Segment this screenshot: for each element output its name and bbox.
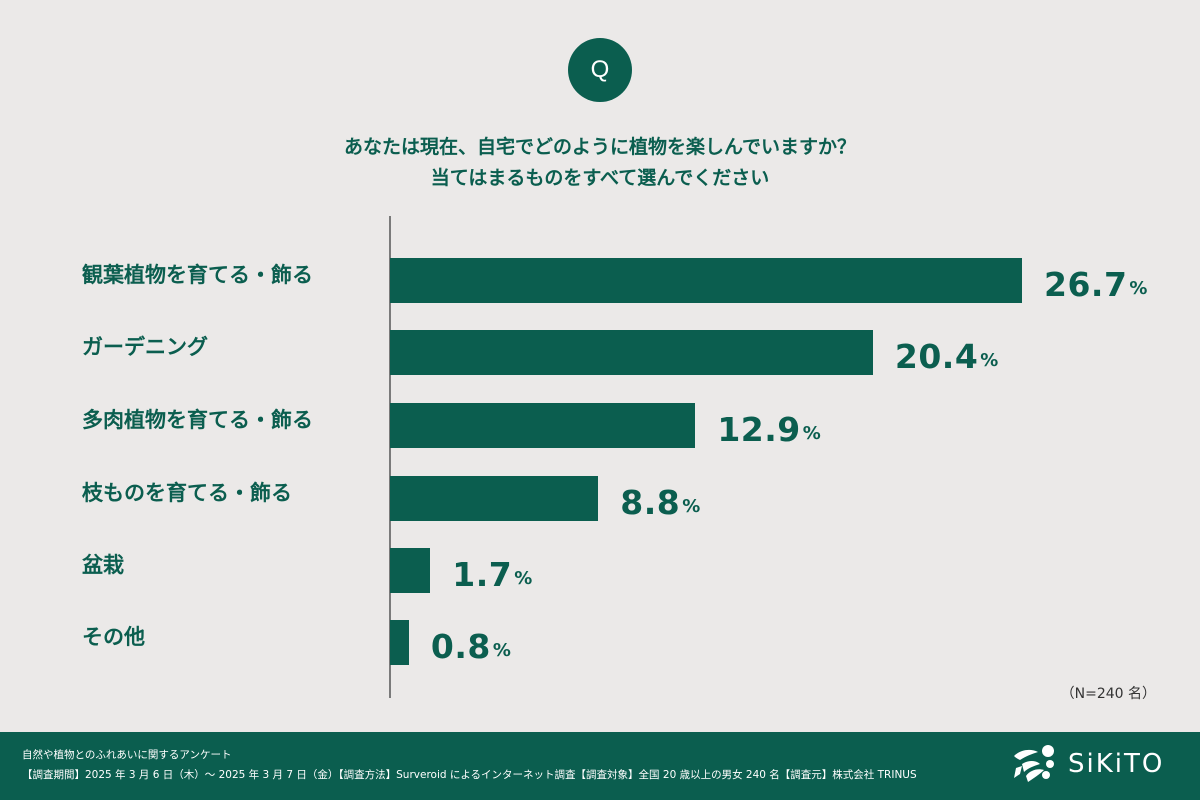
- bar: [390, 620, 409, 665]
- bar-row: その他 0.8%: [0, 620, 1200, 666]
- category-label: ガーデニング: [82, 335, 208, 359]
- bar: [390, 258, 1022, 303]
- value-label: 1.7%: [452, 555, 533, 594]
- chart-axis: [389, 216, 391, 698]
- bar-row: 枝ものを育てる・飾る 8.8%: [0, 476, 1200, 522]
- bar-row: ガーデニング 20.4%: [0, 330, 1200, 376]
- survey-title: 自然や植物とのふれあいに関するアンケート: [22, 749, 232, 761]
- survey-details: 【調査期間】2025 年 3 月 6 日（木）～ 2025 年 3 月 7 日（…: [22, 769, 917, 781]
- category-label: その他: [82, 625, 145, 649]
- question-line-2: 当てはまるものをすべて選んでください: [430, 167, 770, 189]
- value-label: 12.9%: [717, 410, 821, 449]
- bar: [390, 403, 696, 448]
- question-badge: Q: [568, 38, 632, 102]
- bar-row: 盆栽 1.7%: [0, 548, 1200, 594]
- bar: [390, 330, 873, 375]
- question-line-1: あなたは現在、自宅でどのように植物を楽しんでいますか？: [343, 136, 857, 158]
- category-label: 観葉植物を育てる・飾る: [82, 263, 313, 287]
- category-label: 枝ものを育てる・飾る: [82, 481, 292, 505]
- leaf-logo-icon: [1014, 745, 1054, 782]
- category-label: 多肉植物を育てる・飾る: [82, 408, 313, 432]
- logo-text: SiKiTO: [1068, 749, 1165, 779]
- value-label: 20.4%: [894, 337, 999, 376]
- bar-row: 多肉植物を育てる・飾る 12.9%: [0, 403, 1200, 449]
- bar: [390, 548, 431, 593]
- bar-row: 観葉植物を育てる・飾る 26.7%: [0, 258, 1200, 304]
- footer: 自然や植物とのふれあいに関するアンケート 【調査期間】2025 年 3 月 6 …: [0, 732, 1200, 800]
- value-label: 0.8%: [430, 627, 511, 666]
- value-label: 26.7%: [1044, 265, 1148, 304]
- question-title: あなたは現在、自宅でどのように植物を楽しんでいますか？ 当てはまるものをすべて選…: [0, 132, 1200, 194]
- value-label: 8.8%: [620, 483, 701, 522]
- category-label: 盆栽: [82, 553, 124, 577]
- sample-size-note: （N=240 名）: [1060, 686, 1156, 702]
- bar: [390, 476, 599, 521]
- sikito-logo: SiKiTO: [1010, 742, 1164, 786]
